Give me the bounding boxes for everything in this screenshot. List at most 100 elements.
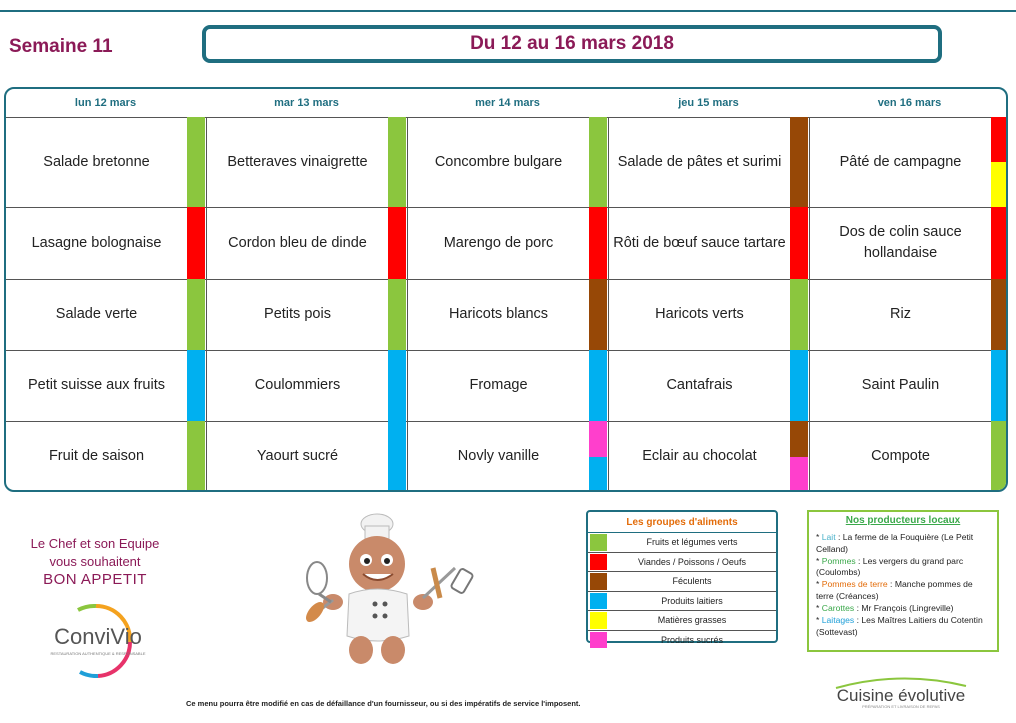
- legend-swatch: [590, 573, 607, 590]
- cuisine-logo-name: Cuisine évolutive: [836, 686, 966, 705]
- food-group-swatch: [388, 279, 406, 350]
- food-group-bar: [991, 207, 1006, 279]
- legend-row: Produits laitiers: [588, 590, 776, 611]
- food-group-bar: [388, 117, 406, 207]
- day-header: ven 16 mars: [877, 97, 942, 109]
- meal-cell: Rôti de bœuf sauce tartare: [613, 234, 786, 251]
- food-group-swatch: [589, 350, 607, 421]
- convivio-logo-name: ConviVio: [54, 624, 142, 649]
- meal-cell: Marengo de porc: [443, 234, 554, 251]
- legend-swatch: [590, 612, 607, 629]
- food-group-bar: [187, 207, 205, 279]
- legend-row: Produits sucrés: [588, 629, 776, 650]
- food-group-swatch: [589, 207, 607, 279]
- legend-swatch: [590, 553, 607, 570]
- food-group-bar: [790, 350, 808, 421]
- legend-label: Produits sucrés: [660, 634, 724, 645]
- food-group-bar: [388, 421, 406, 490]
- food-groups-legend: Les groupes d'aliments Fruits et légumes…: [586, 510, 778, 648]
- producer-item: * Pommes : Les vergers du grand parc (Co…: [816, 555, 964, 578]
- food-group-bar: [589, 279, 607, 350]
- meal-cell: Coulommiers: [254, 377, 341, 393]
- legend-label: Matières grasses: [657, 615, 727, 625]
- meal-cell: Fruit de saison: [48, 448, 145, 464]
- food-group-swatch: [790, 207, 808, 279]
- chef-greeting-line-1: Le Chef et son Equipe: [30, 536, 160, 551]
- meal-cell: Betteraves vinaigrette: [227, 153, 368, 170]
- meal-cell: Haricots verts: [655, 306, 744, 322]
- legend-title: Les groupes d'aliments: [588, 512, 776, 533]
- food-group-swatch: [991, 117, 1006, 162]
- convivio-logo-tagline: RESTAURATION AUTHENTIQUE & RESPONSABLE: [51, 651, 146, 656]
- meal-cell: Riz: [890, 306, 911, 322]
- food-group-bar: [589, 207, 607, 279]
- column-divider: [407, 117, 408, 490]
- food-group-bar: [187, 279, 205, 350]
- meal-cell: Lasagne bolognaise: [31, 234, 162, 251]
- meal-cell: Petit suisse aux fruits: [28, 377, 165, 393]
- food-group-swatch: [790, 456, 808, 490]
- food-group-bar: [790, 207, 808, 279]
- food-group-swatch: [790, 279, 808, 350]
- food-group-swatch: [388, 207, 406, 279]
- legend-label: Viandes / Poissons / Oeufs: [638, 556, 746, 567]
- food-group-bar: [589, 117, 607, 207]
- food-group-swatch: [991, 279, 1006, 350]
- producer-item: * Carottes : Mr François (Lingreville): [816, 603, 954, 614]
- legend-swatch: [590, 534, 607, 551]
- food-group-swatch: [187, 421, 205, 490]
- meal-cell: Compote: [871, 448, 930, 464]
- food-group-swatch: [187, 279, 205, 350]
- row-divider: [6, 117, 1006, 118]
- column-divider: [809, 117, 810, 490]
- weekly-menu-table: lun 12 mars mar 13 mars mer 14 mars jeu 15 …: [4, 87, 1008, 492]
- food-group-bar: [991, 279, 1006, 350]
- food-group-swatch: [790, 350, 808, 421]
- legend-label: Fruits et légumes verts: [646, 537, 738, 547]
- food-group-swatch: [388, 350, 406, 421]
- food-group-swatch: [388, 421, 406, 490]
- food-group-swatch: [589, 117, 607, 207]
- food-group-bar: [790, 279, 808, 350]
- meal-cell: Haricots blancs: [448, 306, 549, 322]
- food-group-bar: [187, 421, 205, 490]
- column-divider: [206, 117, 207, 490]
- food-group-swatch: [991, 421, 1006, 490]
- meal-cell: Fromage: [469, 377, 528, 393]
- food-group-bar: [388, 279, 406, 350]
- food-group-bar: [187, 350, 205, 421]
- meal-cell: Cantafrais: [666, 377, 733, 393]
- food-group-bar: [589, 421, 607, 490]
- cuisine-logo-swoosh: [835, 677, 967, 689]
- convivio-logo: ConviVio RESTAURATION AUTHENTIQUE & RESP…: [51, 603, 146, 678]
- row-divider: [6, 207, 1006, 208]
- legend-swatch: [590, 631, 607, 648]
- food-group-bar: [388, 350, 406, 421]
- legend-label: Féculents: [672, 576, 712, 586]
- row-divider: [6, 421, 1006, 422]
- food-group-swatch: [187, 117, 205, 207]
- meal-cell: Dos de colin sauce hollandaise: [839, 224, 962, 261]
- food-group-bar: [187, 117, 205, 207]
- legend-row: Viandes / Poissons / Oeufs: [588, 551, 776, 572]
- meal-cell: Concombre bulgare: [434, 153, 563, 170]
- food-group-swatch: [187, 350, 205, 421]
- producer-item: * Pommes de terre : Manche pommes de ter…: [816, 579, 973, 601]
- meal-cell: Novly vanille: [457, 448, 540, 464]
- week-label: Semaine 11: [9, 36, 113, 57]
- food-group-swatch: [388, 117, 406, 207]
- meal-cell: Yaourt sucré: [256, 448, 339, 464]
- food-group-swatch: [187, 207, 205, 279]
- date-range-banner: Du 12 au 16 mars 2018: [202, 25, 942, 63]
- food-group-bar: [790, 421, 808, 490]
- meal-cell: Salade de pâtes et surimi: [617, 153, 782, 170]
- footer-disclaimer: Ce menu pourra être modifié en cas de dé…: [186, 699, 581, 708]
- row-divider: [6, 279, 1006, 280]
- food-group-swatch: [991, 207, 1006, 279]
- meal-cell: Salade bretonne: [43, 153, 150, 170]
- legend-label: Produits laitiers: [661, 595, 723, 606]
- food-group-swatch: [991, 350, 1006, 421]
- food-group-swatch: [589, 456, 607, 490]
- day-header: mer 14 mars: [475, 97, 540, 109]
- producers-title: Nos producteurs locaux: [845, 515, 961, 526]
